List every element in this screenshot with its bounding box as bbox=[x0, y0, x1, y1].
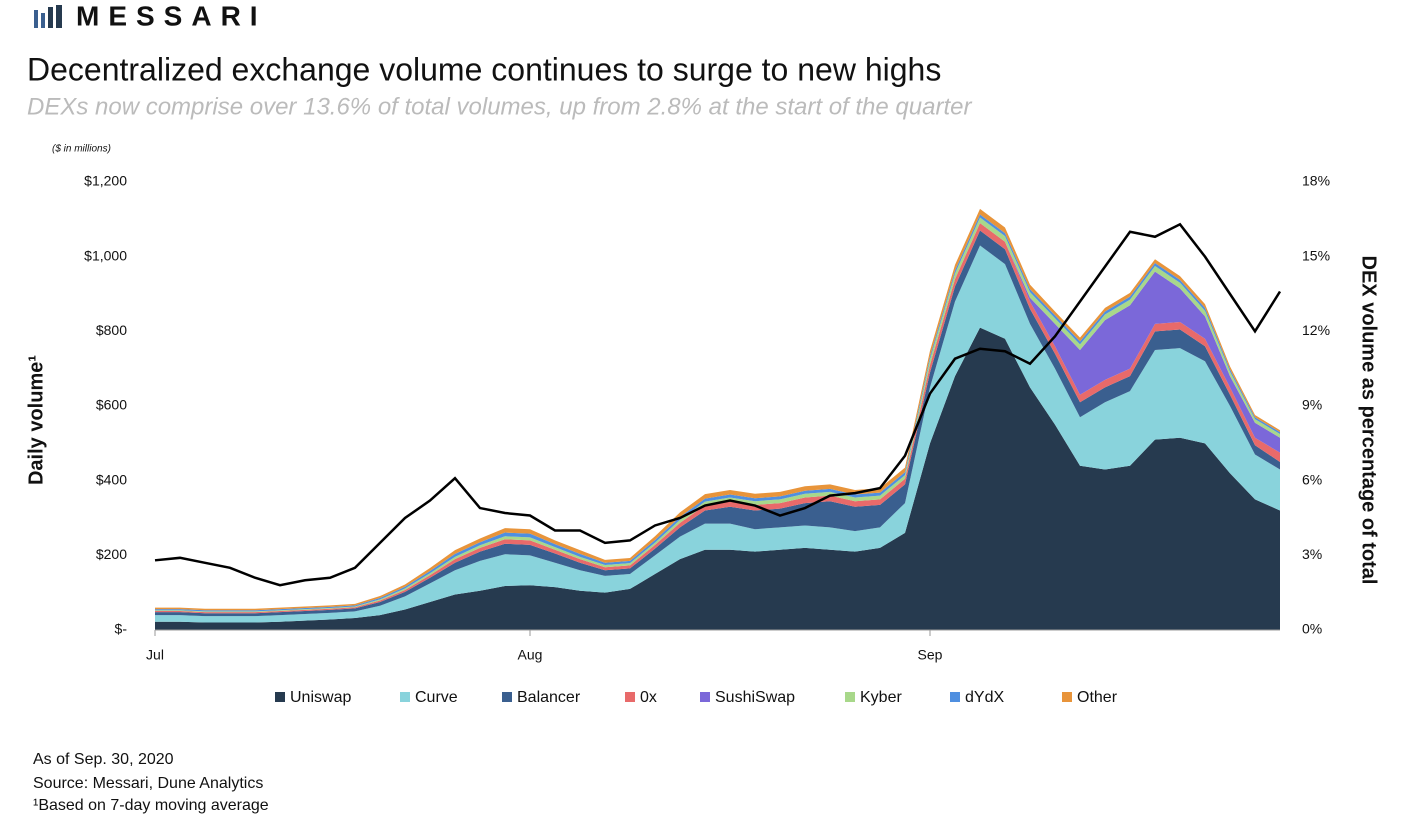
y-axis-label: Daily volume¹ bbox=[25, 355, 47, 485]
legend-swatch bbox=[625, 692, 635, 702]
legend-label: 0x bbox=[640, 689, 657, 706]
y-tick-label: $600 bbox=[96, 397, 127, 413]
legend-swatch bbox=[275, 692, 285, 702]
legend-swatch bbox=[845, 692, 855, 702]
legend-label: SushiSwap bbox=[715, 689, 795, 706]
chart-subtitle: DEXs now comprise over 13.6% of total vo… bbox=[27, 93, 972, 120]
logo-icon bbox=[34, 5, 62, 28]
line bbox=[154, 222, 1282, 587]
y2-tick-label: 18% bbox=[1302, 173, 1330, 189]
footnote: As of Sep. 30, 2020 bbox=[33, 751, 174, 768]
legend-label: Curve bbox=[415, 689, 458, 706]
legend-label: Other bbox=[1077, 689, 1118, 706]
unit-note: ($ in millions) bbox=[52, 144, 111, 155]
legend-label: Kyber bbox=[860, 689, 902, 706]
y2-tick-label: 0% bbox=[1302, 621, 1322, 637]
logo: MESSARI bbox=[76, 0, 267, 31]
y2-tick-label: 3% bbox=[1302, 546, 1322, 562]
y-tick-label: $1,200 bbox=[84, 173, 127, 189]
legend-label: dYdX bbox=[965, 689, 1004, 706]
y-tick-label: $400 bbox=[96, 471, 127, 487]
footnote: ¹Based on 7-day moving average bbox=[33, 797, 269, 814]
legend-swatch bbox=[700, 692, 710, 702]
legend-swatch bbox=[950, 692, 960, 702]
area bbox=[155, 245, 1280, 623]
legend-swatch bbox=[400, 692, 410, 702]
x-tick-label: Sep bbox=[918, 647, 943, 663]
area bbox=[155, 327, 1280, 630]
y-tick-label: $1,000 bbox=[84, 247, 127, 263]
legend-swatch bbox=[1062, 692, 1072, 702]
legend-label: Balancer bbox=[517, 689, 581, 706]
legend-swatch bbox=[502, 692, 512, 702]
y-tick-label: $800 bbox=[96, 322, 127, 338]
y2-axis-label: DEX volume as percentage of total bbox=[1358, 256, 1380, 585]
y-tick-label: $200 bbox=[96, 546, 127, 562]
legend-label: Uniswap bbox=[290, 689, 351, 706]
chart-title: Decentralized exchange volume continues … bbox=[27, 51, 941, 87]
x-tick-label: Jul bbox=[146, 647, 164, 663]
y2-tick-label: 15% bbox=[1302, 247, 1330, 263]
y2-tick-label: 12% bbox=[1302, 322, 1330, 338]
footnote: Source: Messari, Dune Analytics bbox=[33, 775, 263, 792]
y-tick-label: $- bbox=[115, 621, 128, 637]
x-tick-label: Aug bbox=[518, 647, 543, 663]
y2-tick-label: 6% bbox=[1302, 471, 1322, 487]
y2-tick-label: 9% bbox=[1302, 397, 1322, 413]
